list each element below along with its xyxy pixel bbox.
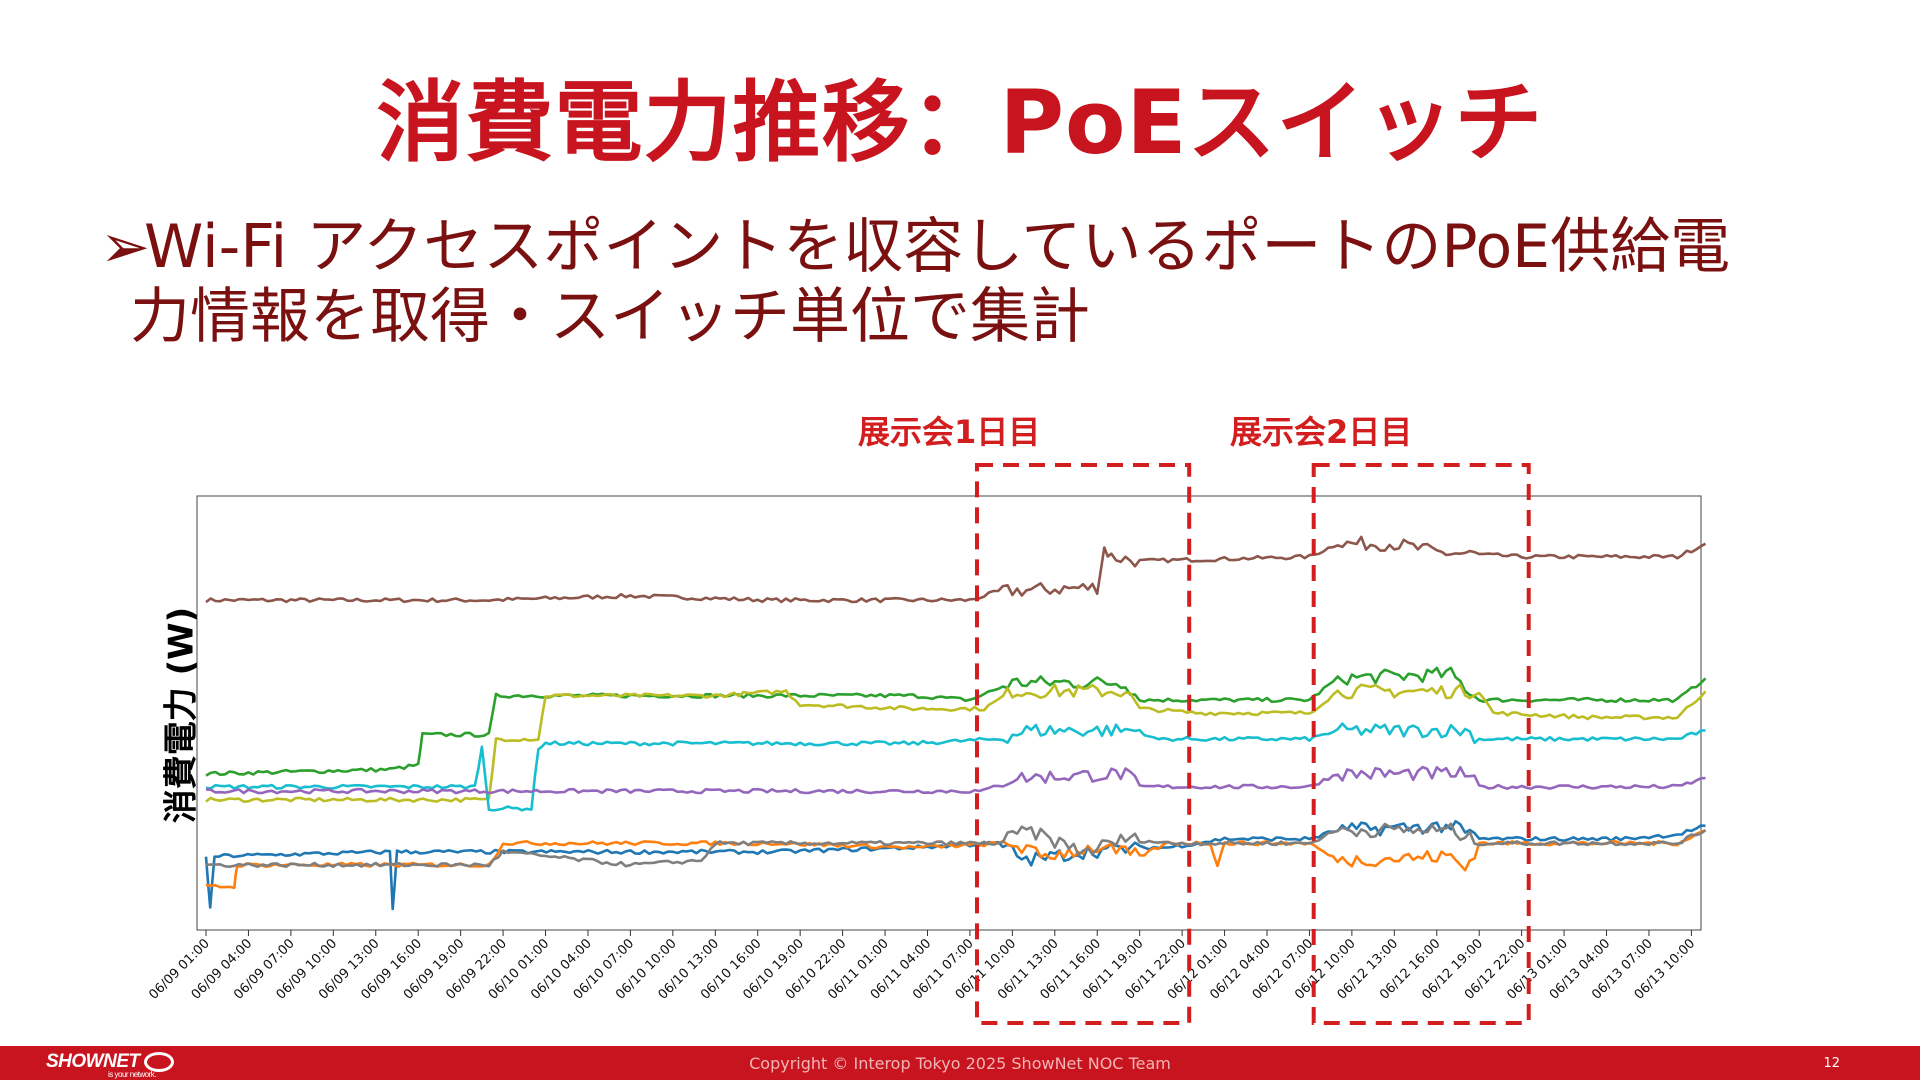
logo-oval-icon: [143, 1051, 174, 1072]
logo-tagline: is your network.: [108, 1070, 157, 1079]
series-line-5: [205, 765, 1706, 795]
day2-label: 展示会2日目: [1230, 413, 1413, 451]
plot-area-frame: [196, 495, 1702, 931]
logo-text: SHOWNET: [46, 1051, 140, 1072]
footer-bar: SHOWNET is your network. Copyright © Int…: [0, 1046, 1920, 1080]
series-line-4: [205, 722, 1706, 812]
highlight-boxes: [974, 463, 1531, 1025]
slide-title: 消費電力推移：PoEスイッチ: [376, 71, 1544, 174]
series-layer: [204, 535, 1707, 911]
bullet-arrow-icon: ➢: [100, 212, 151, 282]
shownet-logo: SHOWNET is your network.: [46, 1051, 174, 1079]
day1-label: 展示会1日目: [858, 413, 1041, 451]
event-day-1-box: [974, 463, 1192, 1025]
event-day-2-box: [1311, 463, 1531, 1025]
bullet-line-2: 力情報を取得・スイッチ単位で集計: [130, 282, 1090, 352]
series-line-3: [205, 683, 1707, 803]
series-line-1: [205, 535, 1707, 604]
series-line-8: [205, 822, 1707, 869]
bullet-line-1: Wi-Fi アクセスポイントを収容しているポートのPoE供給電: [144, 212, 1731, 282]
copyright-text: Copyright © Interop Tokyo 2025 ShowNet N…: [749, 1054, 1171, 1073]
bullet-text: ➢Wi-Fi アクセスポイントを収容しているポートのPoE供給電 力情報を取得・…: [100, 212, 1860, 352]
series-line-2: [205, 666, 1707, 777]
page-number: 12: [1823, 1056, 1840, 1071]
y-axis-label: 消費電力 (W): [161, 606, 202, 824]
